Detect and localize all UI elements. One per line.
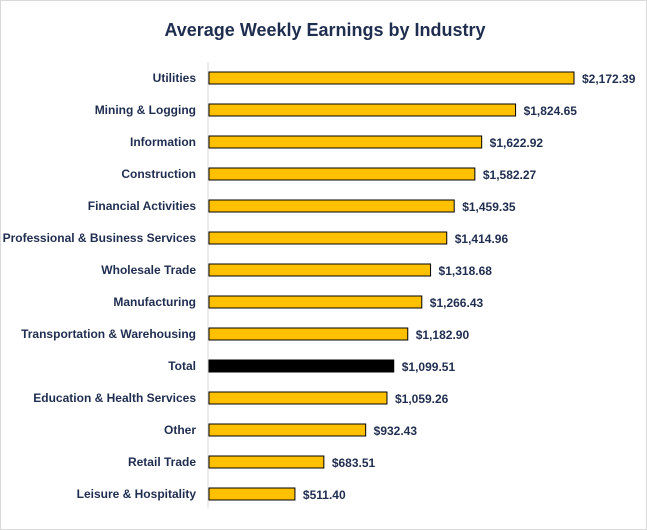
bar-education-health-services[interactable] — [208, 391, 388, 405]
bar-transportation-warehousing[interactable] — [208, 327, 409, 341]
data-label: $1,414.96 — [455, 232, 509, 246]
bar-manufacturing[interactable] — [208, 295, 423, 309]
category-label: Information — [130, 135, 196, 149]
category-label: Total — [168, 359, 196, 373]
bar-wholesale-trade[interactable] — [208, 263, 432, 277]
bar-financial-activities[interactable] — [208, 199, 455, 213]
bar-retail-trade[interactable] — [208, 455, 325, 469]
bar-other[interactable] — [208, 423, 367, 437]
data-label: $932.43 — [374, 424, 418, 438]
data-label: $1,318.68 — [439, 264, 493, 278]
category-label: Mining & Logging — [95, 103, 196, 117]
category-label: Construction — [121, 167, 196, 181]
category-label: Financial Activities — [88, 199, 197, 213]
bar-information[interactable] — [208, 135, 483, 149]
data-label: $1,099.51 — [402, 360, 456, 374]
bar-professional-business-services[interactable] — [208, 231, 448, 245]
category-label: Education & Health Services — [33, 391, 196, 405]
bar-mining-logging[interactable] — [208, 103, 517, 117]
category-label: Professional & Business Services — [3, 231, 197, 245]
bar-total[interactable] — [208, 359, 395, 373]
category-label: Transportation & Warehousing — [21, 327, 196, 341]
data-label: $2,172.39 — [582, 72, 636, 86]
bars-group: Utilities $2,172.39 Mining & Logging $1,824… — [3, 71, 636, 502]
data-label: $1,622.92 — [490, 136, 544, 150]
bar-construction[interactable] — [208, 167, 476, 181]
category-label: Manufacturing — [113, 295, 196, 309]
bar-leisure-hospitality[interactable] — [208, 487, 296, 501]
chart-title: Average Weekly Earnings by Industry — [164, 20, 485, 40]
data-label: $1,582.27 — [483, 168, 537, 182]
category-label: Other — [164, 423, 196, 437]
data-label: $511.40 — [303, 488, 346, 502]
data-label: $1,059.26 — [395, 392, 449, 406]
category-label: Retail Trade — [128, 455, 196, 469]
bar-utilities[interactable] — [208, 71, 575, 85]
data-label: $683.51 — [332, 456, 376, 470]
data-label: $1,182.90 — [416, 328, 470, 342]
category-label: Utilities — [153, 71, 197, 85]
category-label: Wholesale Trade — [101, 263, 196, 277]
data-label: $1,266.43 — [430, 296, 484, 310]
data-label: $1,824.65 — [524, 104, 578, 118]
data-label: $1,459.35 — [462, 200, 516, 214]
category-label: Leisure & Hospitality — [77, 487, 197, 501]
